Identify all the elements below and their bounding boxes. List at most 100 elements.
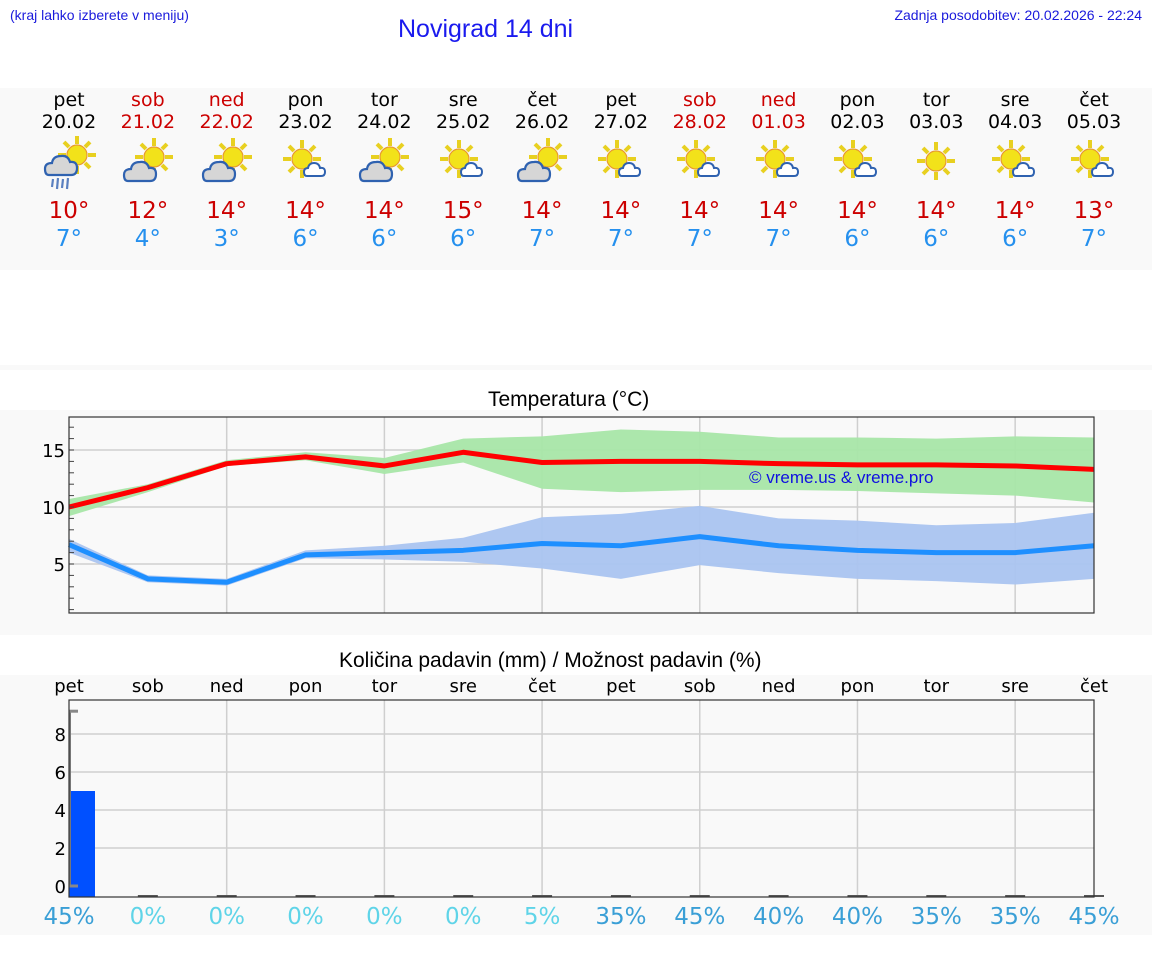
day-date: 04.03: [987, 111, 1043, 133]
day-name: ned: [208, 89, 245, 111]
day-date: 05.03: [1066, 111, 1122, 133]
min-temp: 7°: [55, 226, 83, 252]
precip-probability: 45%: [43, 904, 95, 930]
y-tick-label: 2: [55, 839, 66, 860]
precip-probability: 35%: [910, 904, 962, 930]
day-date: 21.02: [120, 111, 176, 133]
max-temp: 14°: [600, 198, 642, 224]
divider-band: [0, 365, 1152, 370]
max-temp: 15°: [442, 198, 484, 224]
min-temp: 6°: [923, 226, 950, 252]
day-name: tor: [922, 89, 950, 111]
min-temp: 7°: [607, 226, 634, 252]
day-column: tor 24.02 14° 6°: [344, 88, 424, 253]
rain-day-label: tor: [371, 676, 398, 697]
max-temp: 14°: [363, 198, 405, 224]
day-date: 23.02: [278, 111, 333, 133]
precip-probability: 0%: [287, 904, 324, 930]
max-temp: 14°: [285, 198, 326, 224]
max-temp: 13°: [1073, 198, 1115, 224]
min-temp: 6°: [1002, 226, 1029, 252]
max-temp: 14°: [206, 198, 248, 224]
sun-small-cloud-icon: [975, 133, 1055, 199]
day-name: pon: [287, 89, 324, 111]
sun-small-cloud-icon: [660, 133, 740, 199]
day-column: sre 25.02 15° 6°: [423, 88, 503, 253]
precip-probability: 45%: [1068, 904, 1120, 930]
sun-icon: [896, 133, 976, 199]
rain-day-label: tor: [923, 676, 950, 697]
day-name: pet: [605, 89, 637, 111]
min-temp: 7°: [686, 226, 713, 252]
day-column: sre 04.03 14° 6°: [975, 88, 1055, 253]
y-tick-label: 10: [42, 498, 65, 519]
day-name: sre: [1000, 89, 1030, 111]
rain-day-label: sre: [449, 676, 477, 697]
min-temp: 7°: [1080, 226, 1108, 252]
rain-day-label: čet: [1079, 676, 1109, 697]
precip-probability: 40%: [753, 904, 805, 930]
location-hint: (kraj lahko izberete v meniju): [10, 7, 189, 23]
max-temp: 12°: [127, 198, 169, 224]
day-date: 03.03: [909, 111, 964, 133]
day-column: pet 20.02 10° 7°: [29, 88, 109, 253]
min-temp: 6°: [292, 226, 319, 252]
sun-small-cloud-icon: [266, 133, 346, 199]
day-column: sob 21.02 12° 4°: [108, 88, 188, 253]
min-temp: 7°: [765, 226, 792, 252]
watermark: © vreme.us & vreme.pro: [749, 468, 934, 487]
max-temp: 14°: [758, 198, 799, 224]
precip-probability: 0%: [444, 904, 482, 930]
day-name: tor: [370, 89, 398, 111]
max-temp: 10°: [48, 198, 90, 224]
day-name: sre: [448, 89, 478, 111]
forecast-band: [0, 88, 1152, 270]
day-column: ned 22.02 14° 3°: [187, 88, 267, 253]
rain-day-label: pet: [606, 676, 636, 697]
day-name: sob: [682, 89, 717, 111]
day-column: pon 23.02 14° 6°: [266, 88, 346, 253]
sun-behind-cloud-icon: [187, 133, 267, 199]
sun-behind-cloud-icon: [502, 133, 582, 199]
max-temp: 14°: [837, 198, 878, 224]
day-column: pon 02.03 14° 6°: [817, 88, 897, 253]
rain-day-label: ned: [761, 676, 796, 697]
precip-probability: 40%: [831, 904, 884, 930]
y-tick-label: 0: [55, 877, 66, 898]
sun-small-cloud-icon: [581, 133, 661, 199]
precip-probability: 35%: [989, 904, 1041, 930]
sun-behind-cloud-icon: [108, 133, 188, 199]
precip-probability: 0%: [208, 904, 245, 930]
rain-day-label: pon: [288, 676, 323, 697]
day-date: 24.02: [357, 111, 412, 133]
max-temp: 14°: [521, 198, 563, 224]
temperature-chart: 15 10 5: [42, 416, 1095, 614]
y-tick-label: 4: [55, 801, 66, 822]
temperature-chart-title: Temperatura (°C): [488, 388, 650, 411]
y-tick-label: 8: [55, 725, 66, 746]
min-temp: 7°: [528, 226, 556, 252]
day-date: 25.02: [436, 111, 491, 133]
day-column: ned 01.03 14° 7°: [739, 88, 819, 253]
day-date: 28.02: [672, 111, 727, 133]
day-date: 22.02: [199, 111, 254, 133]
day-column: pet 27.02 14° 7°: [581, 88, 661, 253]
sun-cloud-rain-icon: [29, 133, 109, 199]
min-temp: 6°: [371, 226, 398, 252]
max-temp: 14°: [679, 198, 721, 224]
min-temp: 4°: [134, 226, 161, 252]
min-temp: 6°: [844, 226, 871, 252]
sun-small-cloud-icon: [1054, 133, 1134, 199]
day-name: pon: [839, 89, 876, 111]
sun-small-cloud-icon: [739, 133, 819, 199]
day-name: pet: [53, 89, 85, 111]
day-column: čet 26.02 14° 7°: [502, 88, 582, 253]
y-tick-label: 15: [42, 441, 65, 462]
rain-day-label: ned: [209, 676, 244, 697]
rain-day-label: sre: [1001, 676, 1029, 697]
sun-small-cloud-icon: [817, 133, 897, 199]
precip-probability: 0%: [366, 904, 403, 930]
day-column: čet 05.03 13° 7°: [1054, 88, 1134, 253]
day-date: 27.02: [593, 111, 649, 133]
rain-day-label: sob: [683, 676, 716, 697]
